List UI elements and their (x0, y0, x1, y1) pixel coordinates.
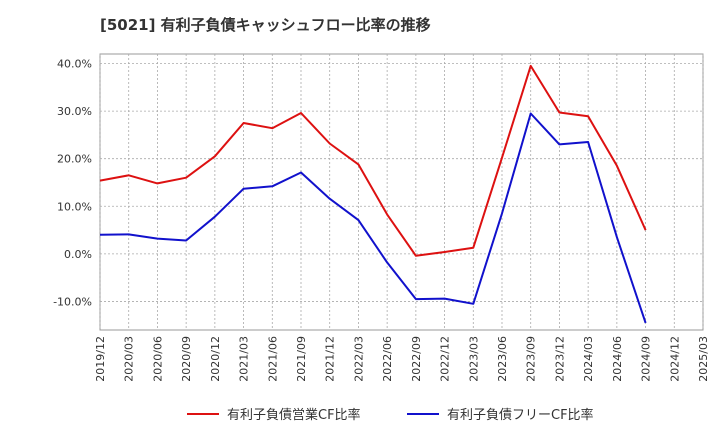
x-tick-label: 2020/06 (151, 336, 164, 382)
y-tick-label: 30.0% (57, 105, 92, 118)
series-line-1 (99, 64, 647, 257)
x-tick-label: 2021/03 (238, 336, 251, 382)
x-tick-label: 2022/06 (381, 336, 394, 382)
x-tick-label: 2024/06 (611, 336, 624, 382)
x-tick-label: 2021/12 (324, 336, 337, 382)
x-tick-label: 2022/09 (410, 336, 423, 382)
series-line-2 (99, 112, 647, 324)
x-tick-label: 2020/09 (180, 336, 193, 382)
x-tick-label: 2023/06 (496, 336, 509, 382)
x-tick-label: 2024/12 (668, 336, 681, 382)
x-tick-label: 2023/09 (525, 336, 538, 382)
x-tick-label: 2021/06 (266, 336, 279, 382)
x-tick-label: 2025/03 (697, 336, 710, 382)
y-tick-label: 10.0% (57, 200, 92, 213)
x-tick-label: 2022/03 (352, 336, 365, 382)
grid-layer (99, 53, 704, 331)
series-layer (99, 64, 647, 324)
x-tick-label: 2023/03 (467, 336, 480, 382)
chart-title: [5021] 有利子負債キャッシュフロー比率の推移 (100, 16, 431, 34)
x-tick-label: 2022/12 (439, 336, 452, 382)
x-tick-label: 2021/09 (295, 336, 308, 382)
y-tick-label: 40.0% (57, 58, 92, 71)
y-tick-label: 0.0% (64, 248, 92, 261)
plot-frame (99, 53, 704, 331)
x-tick-label: 2019/12 (94, 336, 107, 382)
y-tick-label: 20.0% (57, 153, 92, 166)
x-tick-label: 2023/12 (553, 336, 566, 382)
x-tick-label: 2020/12 (209, 336, 222, 382)
legend-layer: 有利子負債営業CF比率 有利子負債フリーCF比率 (187, 407, 594, 423)
axis-layer: 2019/12 2020/03 2020/06 2020/09 2020/12 2021/… (53, 58, 710, 382)
x-tick-label: 2020/03 (123, 336, 136, 382)
y-tick-label: -10.0% (53, 295, 92, 308)
legend-label-1: 有利子負債営業CF比率 (227, 407, 361, 423)
legend-label-2: 有利子負債フリーCF比率 (447, 407, 594, 423)
x-tick-label: 2024/03 (582, 336, 595, 382)
x-tick-label: 2024/09 (640, 336, 653, 382)
